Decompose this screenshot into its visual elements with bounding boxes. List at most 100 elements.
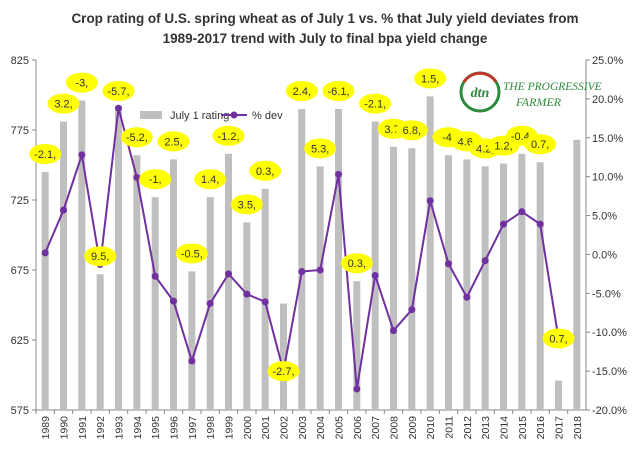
bar-2010 xyxy=(426,96,434,411)
bar-1995 xyxy=(151,197,159,410)
annotation-bubble-1999 xyxy=(212,125,245,146)
right-tick-label-0: -20.0% xyxy=(592,405,627,417)
annotation-bubble-2001 xyxy=(249,160,282,181)
left-tick-label-675: 675 xyxy=(11,265,29,277)
x-tick-label-1993: 1993 xyxy=(114,416,126,440)
bar-2018 xyxy=(573,139,581,411)
annotation-bubble-2002 xyxy=(267,361,300,382)
annotation-bubble-2009 xyxy=(395,120,428,141)
dev-point-1995 xyxy=(151,272,159,280)
chart-title-line-1: Crop rating of U.S. spring wheat as of J… xyxy=(71,11,578,26)
bar-2008 xyxy=(390,146,397,411)
right-tick-label-1: -15.0% xyxy=(592,366,627,378)
x-tick-label-1991: 1991 xyxy=(77,416,89,440)
annotation-label-1995: -1, xyxy=(149,174,162,186)
legend-label-rating: July 1 rating xyxy=(170,110,229,122)
x-tick-label-2012: 2012 xyxy=(462,416,474,440)
dev-point-2007 xyxy=(371,271,379,279)
x-tick-label-2002: 2002 xyxy=(279,416,291,440)
x-tick-label-2003: 2003 xyxy=(297,416,309,440)
x-tick-label-2007: 2007 xyxy=(370,416,382,440)
annotation-bubble-1998 xyxy=(194,169,227,190)
dev-point-1993 xyxy=(115,104,122,112)
dev-point-2004 xyxy=(316,266,324,274)
bar-1997 xyxy=(188,271,196,410)
bar-2004 xyxy=(316,166,324,410)
annotation-label-1994: -5.2, xyxy=(126,132,148,144)
annotation-label-2009: 6.8, xyxy=(403,125,421,137)
annotation-bubble-1990 xyxy=(47,93,80,114)
bar-2005 xyxy=(335,109,342,410)
annotation-label-2004: 5.3, xyxy=(311,143,329,155)
annotation-bubble-2006 xyxy=(340,253,373,274)
right-tick-label-6: 10.0% xyxy=(592,172,623,184)
annotation-label-2000: 3.5, xyxy=(238,199,256,211)
annotation-layer: -2.1, 3.2,-3, 9.5, -5.7, -5.2, -1, 2.5, -0.5, 1.… xyxy=(29,68,575,382)
left-tick-label-725: 725 xyxy=(11,195,29,207)
bar-1999 xyxy=(225,153,232,411)
annotation-bubble-1993 xyxy=(102,81,135,101)
annotation-label-1990: 3.2, xyxy=(54,99,72,111)
left-axis-ticks: 575 625 675 725 775 825 xyxy=(11,55,36,417)
dev-point-2000 xyxy=(243,290,251,298)
annotation-label-2017: 0.7, xyxy=(549,333,567,345)
bar-2006 xyxy=(353,281,361,410)
bar-1990 xyxy=(60,121,67,410)
right-tick-label-3: -5.0% xyxy=(592,288,621,300)
legend: July 1 rating % dev xyxy=(140,110,283,122)
dev-point-2016 xyxy=(536,220,544,228)
x-tick-label-1999: 1999 xyxy=(224,416,236,440)
annotation-label-1996: 2.5, xyxy=(164,136,182,148)
dev-point-2011 xyxy=(445,260,452,268)
annotation-label-1992: 9.5, xyxy=(91,251,109,263)
dev-point-1990 xyxy=(60,206,67,214)
annotation-label-1993: -5.7, xyxy=(107,86,129,98)
right-tick-label-4: 0.0% xyxy=(592,249,617,261)
annotation-bubble-1996 xyxy=(157,131,190,152)
x-tick-label-2014: 2014 xyxy=(499,416,511,440)
x-tick-label-2001: 2001 xyxy=(260,416,272,440)
annotation-bubble-2003 xyxy=(285,81,318,101)
annotation-label-2010: 1.5, xyxy=(421,73,439,85)
x-tick-label-1994: 1994 xyxy=(132,416,144,440)
x-tick-label-2017: 2017 xyxy=(554,416,566,440)
right-tick-label-2: -10.0% xyxy=(592,327,627,339)
progressive-farmer-line-2: FARMER xyxy=(515,95,562,109)
dev-point-2009 xyxy=(408,306,416,314)
annotation-label-2001: 0.3, xyxy=(256,166,274,178)
bar-2002 xyxy=(280,303,287,410)
dev-point-2013 xyxy=(481,257,489,265)
bar-1993 xyxy=(115,109,122,410)
bar-2015 xyxy=(518,153,526,411)
annotation-label-1989: -2.1, xyxy=(34,149,56,161)
annotation-label-2016: 0.7, xyxy=(531,139,549,151)
legend-swatch-rating xyxy=(140,111,162,119)
dev-point-2010 xyxy=(426,197,434,205)
dev-point-1996 xyxy=(170,297,177,305)
bar-2011 xyxy=(445,155,452,410)
chart-title-line-2: 1989-2017 trend with July to final bpa y… xyxy=(163,31,488,46)
bar-2016 xyxy=(536,162,544,410)
bar-2003 xyxy=(298,109,306,410)
dev-point-2014 xyxy=(500,220,507,228)
x-tick-label-2015: 2015 xyxy=(517,416,529,440)
annotation-bubble-2016 xyxy=(524,134,557,155)
annotation-label-2007: -2.1, xyxy=(364,99,386,111)
annotation-bubble-1995 xyxy=(139,169,172,190)
annotation-bubble-1994 xyxy=(120,127,153,148)
dev-point-1994 xyxy=(133,173,141,181)
annotation-bubble-1992 xyxy=(84,246,117,267)
x-tick-label-1989: 1989 xyxy=(40,416,52,440)
legend-label-dev: % dev xyxy=(252,110,283,122)
annotation-label-2014: 1.2, xyxy=(494,141,512,153)
annotation-label-2006: 0.3, xyxy=(348,258,366,270)
left-tick-label-625: 625 xyxy=(11,335,29,347)
x-tick-label-1997: 1997 xyxy=(187,416,199,440)
annotation-label-1998: 1.4, xyxy=(201,174,219,186)
annotation-label-2003: 2.4, xyxy=(293,86,311,98)
x-tick-label-2004: 2004 xyxy=(315,416,327,440)
left-tick-label-825: 825 xyxy=(11,55,29,67)
x-tick-label-1992: 1992 xyxy=(95,416,107,440)
bar-2013 xyxy=(481,166,489,410)
bar-1992 xyxy=(96,274,104,410)
